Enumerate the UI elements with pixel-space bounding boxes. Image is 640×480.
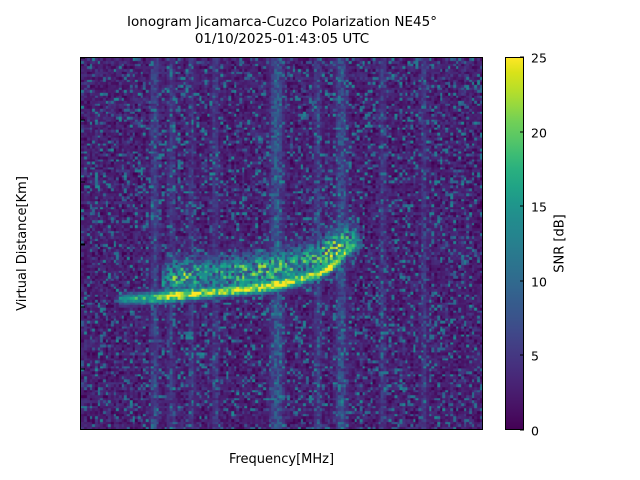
x-axis-tick: 8 bbox=[267, 429, 275, 430]
x-axis-tick-label: 14 bbox=[441, 429, 457, 430]
colorbar-tick-mark bbox=[520, 205, 524, 207]
y-axis-tick: 2500 bbox=[80, 114, 85, 129]
colorbar-tick: 0 bbox=[520, 421, 539, 440]
x-axis-tick: 2 bbox=[90, 429, 98, 430]
colorbar-tick-label: 0 bbox=[531, 423, 539, 439]
colorbar-tick: 5 bbox=[520, 346, 539, 365]
y-axis-tick-label: 2500 bbox=[80, 114, 81, 129]
x-axis-tick-mark bbox=[389, 429, 390, 430]
y-axis-tick: 1000 bbox=[80, 300, 85, 315]
x-axis-tick-label: 8 bbox=[267, 429, 275, 430]
page-title: Ionogram Jicamarca-Cuzco Polarization NE… bbox=[127, 14, 437, 47]
x-axis-tick: 12 bbox=[382, 429, 398, 430]
x-axis-tick-mark bbox=[153, 429, 154, 430]
colorbar-tick-label: 15 bbox=[531, 199, 547, 215]
y-axis-tick-mark bbox=[81, 119, 85, 121]
colorbar-tick: 15 bbox=[520, 197, 547, 216]
colorbar: 0 5 10 15 20 25 bbox=[505, 51, 547, 439]
x-axis-tick-mark bbox=[271, 429, 272, 430]
x-axis-tick-mark bbox=[448, 429, 449, 430]
ionogram-heatmap-canvas bbox=[81, 58, 482, 429]
y-axis-tick: 3000 bbox=[81, 58, 85, 59]
y-axis-tick-mark bbox=[81, 306, 85, 308]
colorbar-gradient bbox=[505, 57, 524, 430]
colorbar-tick: 20 bbox=[520, 122, 547, 141]
x-axis-tick: 10 bbox=[323, 429, 339, 430]
y-axis-tick-label: 1000 bbox=[80, 300, 81, 315]
x-axis-tick: 14 bbox=[441, 429, 457, 430]
heatmap-plot-area: 0 500 1000 1500 2000 2500 3000 2 4 6 8 10 12 14 bbox=[80, 57, 483, 430]
x-axis-tick-mark bbox=[212, 429, 213, 430]
x-axis-tick-mark bbox=[94, 429, 95, 430]
colorbar-tick-label: 5 bbox=[531, 348, 539, 364]
x-axis-tick-label: 10 bbox=[323, 429, 339, 430]
x-axis-tick-mark bbox=[330, 429, 331, 430]
y-axis-tick: 2000 bbox=[80, 176, 85, 191]
y-axis-tick-mark bbox=[81, 243, 85, 246]
y-axis-tick-label: 2000 bbox=[80, 176, 81, 191]
x-axis-tick-label: 2 bbox=[90, 429, 98, 430]
y-axis-tick-label: 1500 bbox=[80, 238, 81, 253]
colorbar-tick-label: 25 bbox=[531, 50, 547, 66]
y-axis-tick: 1500 bbox=[80, 238, 85, 253]
colorbar-label: SNR [dB] bbox=[551, 57, 569, 430]
y-axis-tick-mark bbox=[81, 58, 85, 59]
colorbar-tick: 25 bbox=[520, 48, 547, 67]
y-axis-tick-mark bbox=[81, 181, 85, 183]
x-axis-tick-label: 6 bbox=[208, 429, 216, 430]
x-axis-tick-label: 12 bbox=[382, 429, 398, 430]
y-axis-tick-label: 0 bbox=[80, 425, 81, 431]
colorbar-tick-mark bbox=[520, 429, 524, 431]
y-axis-tick: 0 bbox=[80, 422, 81, 431]
x-axis-label-text: Frequency[MHz] bbox=[228, 452, 335, 467]
colorbar-tick-label: 20 bbox=[531, 125, 547, 141]
colorbar-tick: 10 bbox=[520, 271, 547, 290]
x-axis-label: Frequency[MHz] bbox=[80, 452, 483, 467]
x-axis-tick: 6 bbox=[208, 429, 216, 430]
y-axis-tick: 500 bbox=[80, 362, 85, 377]
colorbar-tick-mark bbox=[520, 280, 524, 282]
colorbar-tick-mark bbox=[520, 131, 524, 133]
colorbar-tick-label: 10 bbox=[531, 274, 547, 290]
y-axis-tick-label: 500 bbox=[80, 362, 81, 377]
y-axis-label: Virtual Distance[Km] bbox=[13, 57, 31, 430]
colorbar-label-text: SNR [dB] bbox=[552, 214, 568, 273]
x-axis-tick-label: 4 bbox=[149, 429, 157, 430]
colorbar-tick-mark bbox=[520, 354, 524, 356]
x-axis-tick: 4 bbox=[149, 429, 157, 430]
y-axis-label-text: Virtual Distance[Km] bbox=[14, 176, 30, 311]
y-axis-tick-mark bbox=[81, 368, 85, 370]
colorbar-tick-mark bbox=[520, 56, 524, 58]
